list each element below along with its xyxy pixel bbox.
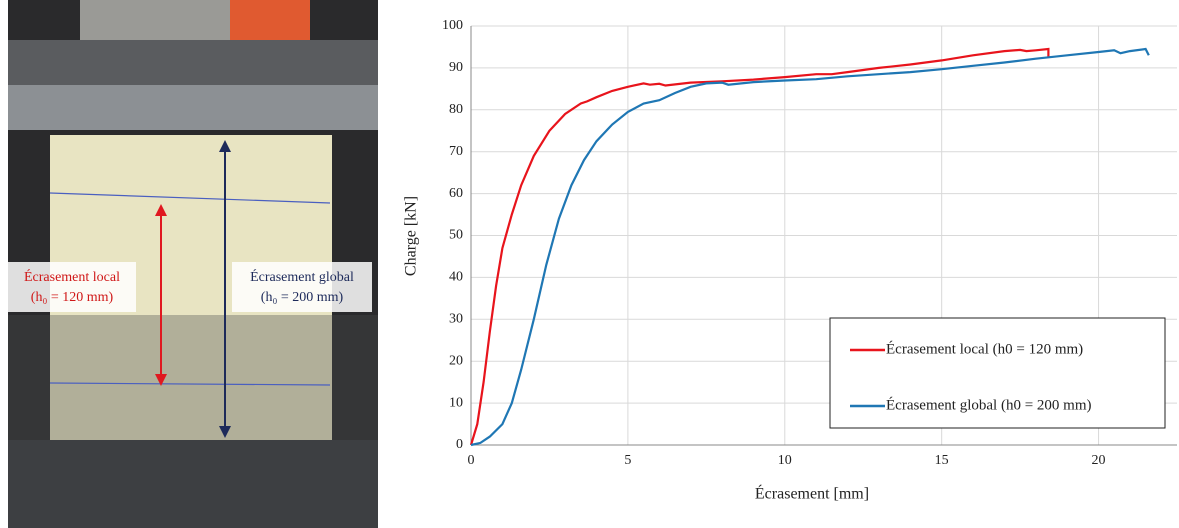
local-label: (h₀ = 120 mm) xyxy=(31,290,114,305)
local-label-box xyxy=(8,262,136,312)
y-tick-label: 10 xyxy=(449,395,463,410)
legend-label: Écrasement local (h0 = 120 mm) xyxy=(886,340,1083,357)
x-tick-label: 20 xyxy=(1092,453,1106,468)
y-tick-label: 60 xyxy=(449,186,463,201)
gauge-line xyxy=(49,382,331,386)
x-tick-label: 15 xyxy=(935,453,949,468)
legend-box xyxy=(829,317,1166,429)
x-tick-label: 10 xyxy=(778,453,792,468)
y-tick-label: 40 xyxy=(449,270,463,285)
global-label: Écrasement global xyxy=(250,268,354,285)
x-axis-title: Écrasement [mm] xyxy=(755,484,869,503)
y-tick-label: 80 xyxy=(449,102,463,117)
x-tick-label: 0 xyxy=(468,453,475,468)
y-tick-label: 50 xyxy=(449,228,463,243)
y-tick-label: 30 xyxy=(449,312,463,327)
y-tick-label: 20 xyxy=(449,353,463,368)
y-tick-label: 100 xyxy=(442,18,463,33)
y-tick-label: 0 xyxy=(456,437,463,452)
photo: Écrasement local (h₀ = 120 mm) Écrasemen… xyxy=(8,0,378,528)
series-line xyxy=(470,47,1150,447)
top-plate xyxy=(8,85,378,130)
chart: Écrasement [mm] Charge [kN] 010203040506… xyxy=(403,18,1177,503)
legend-label: Écrasement global (h0 = 200 mm) xyxy=(886,396,1092,413)
global-label-box xyxy=(232,262,372,312)
y-tick-label: 90 xyxy=(449,60,463,75)
local-label: Écrasement local xyxy=(24,268,120,285)
press-head-paint xyxy=(230,0,310,40)
global-label: (h₀ = 200 mm) xyxy=(261,290,344,305)
x-tick-label: 5 xyxy=(624,453,631,468)
gauge-line xyxy=(49,192,331,204)
series-line xyxy=(469,47,1050,446)
y-axis-title: Charge [kN] xyxy=(403,196,420,276)
steel-block xyxy=(8,40,378,85)
y-tick-label: 70 xyxy=(449,144,463,159)
bottom-plate-shadow xyxy=(8,315,378,440)
bottom-plate xyxy=(8,440,378,528)
